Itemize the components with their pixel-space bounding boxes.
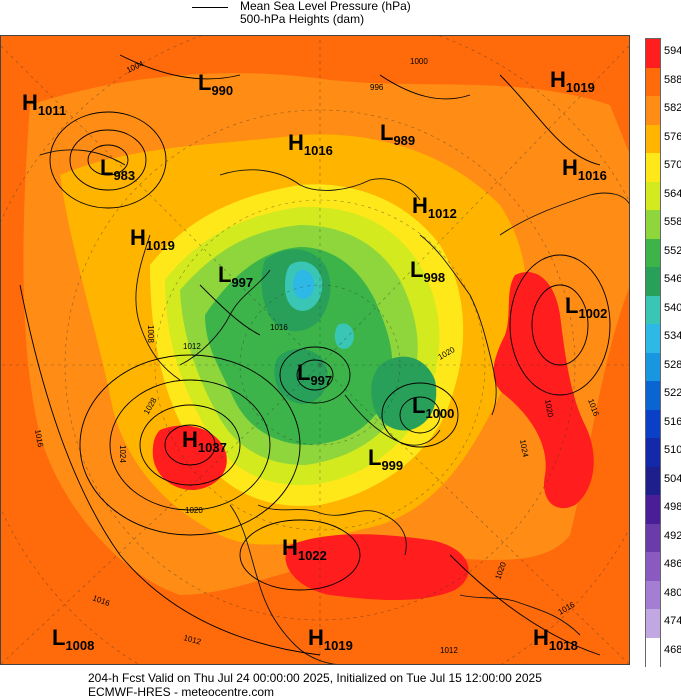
pressure-center: L999: [368, 445, 403, 473]
pressure-center: H1022: [282, 535, 327, 563]
colorbar-tick-label: 498: [664, 501, 681, 514]
colorbar-tick-label: 540: [664, 301, 681, 314]
pressure-center: H1037: [182, 427, 227, 455]
colorbar-swatch: [646, 153, 660, 182]
isobar-label: 1016: [270, 323, 288, 332]
isobar-label: 1024: [518, 439, 530, 459]
weather-map: 1004 1000 996 1008 1016 1016 1012 1028 1…: [0, 35, 630, 665]
colorbar-tick-label: 516: [664, 415, 681, 428]
colorbar-tick-label: 552: [664, 244, 681, 257]
pressure-center: H1018: [533, 625, 578, 653]
fill-540b: [334, 323, 354, 349]
isobar-label: 1008: [146, 325, 155, 343]
isobar-label: 1024: [118, 445, 127, 463]
model-source-text: ECMWF-HRES - meteocentre.com: [88, 685, 275, 699]
colorbar-tick-label: 480: [664, 586, 681, 599]
pressure-center: L989: [380, 120, 415, 148]
colorbar-swatch: [646, 181, 660, 211]
colorbar-swatch: [646, 552, 660, 581]
fill-594b: [285, 534, 469, 600]
pressure-center: L997: [297, 360, 332, 388]
colorbar-swatch: [646, 210, 660, 239]
isobars: [19, 54, 611, 656]
colorbar: [645, 38, 661, 667]
pressure-center: L1008: [52, 625, 94, 653]
isobar-label: 996: [370, 83, 384, 92]
colorbar-tick-label: 558: [664, 216, 681, 229]
colorbar-swatch: [646, 580, 660, 610]
colorbar-swatch: [646, 295, 660, 325]
pressure-center: L997: [218, 262, 253, 290]
fill-534: [293, 269, 315, 299]
pressure-center: L1000: [412, 393, 454, 421]
isobar-label: 1016: [33, 429, 45, 449]
pressure-center: H1016: [562, 155, 607, 183]
colorbar-swatch: [646, 609, 660, 638]
colorbar-swatch: [646, 39, 660, 68]
coastlines: [39, 149, 630, 665]
legend-heights-label: 500-hPa Heights (dam): [240, 12, 365, 26]
colorbar-swatch: [646, 466, 660, 496]
colorbar-swatch: [646, 67, 660, 97]
isobar-label: 1020: [185, 506, 203, 515]
colorbar-swatch: [646, 238, 660, 268]
pressure-center: L998: [410, 257, 445, 285]
colorbar-swatch: [646, 267, 660, 296]
colorbar-swatch: [646, 324, 660, 353]
colorbar-tick-label: 534: [664, 330, 681, 343]
colorbar-swatch: [646, 381, 660, 410]
colorbar-tick-label: 588: [664, 73, 681, 86]
isobar-label: 1012: [183, 342, 201, 351]
pressure-center: H1019: [550, 67, 595, 95]
colorbar-tick-label: 570: [664, 159, 681, 172]
colorbar-tick-label: 594: [664, 45, 681, 58]
colorbar-tick-label: 576: [664, 130, 681, 143]
colorbar-tick-label: 468: [664, 643, 681, 656]
pressure-center: H1019: [308, 625, 353, 653]
isobar-label: 1020: [543, 399, 555, 419]
colorbar-swatch: [646, 96, 660, 125]
pressure-center: L983: [100, 155, 135, 183]
colorbar-tick-label: 528: [664, 358, 681, 371]
height-fill-layers: [0, 35, 630, 665]
legend-line-swatch: [192, 7, 228, 8]
fill-594a: [493, 271, 594, 509]
pressure-center: H1019: [130, 225, 175, 253]
colorbar-swatch: [646, 523, 660, 553]
graticule: [0, 35, 630, 665]
colorbar-tick-label: 522: [664, 387, 681, 400]
pressure-center: L1002: [565, 293, 607, 321]
colorbar-tick-label: 504: [664, 472, 681, 485]
colorbar-swatch: [646, 438, 660, 467]
isobar-label: 1012: [440, 646, 458, 655]
fill-594c: [152, 425, 227, 491]
pressure-center: H1012: [412, 193, 457, 221]
colorbar-swatch: [646, 124, 660, 154]
forecast-valid-text: 204-h Fcst Valid on Thu Jul 24 00:00:00 …: [88, 671, 542, 685]
pressure-center: L990: [198, 70, 233, 98]
legend-mslp-label: Mean Sea Level Pressure (hPa): [240, 0, 411, 13]
pressure-center: H1016: [288, 130, 333, 158]
colorbar-swatch: [646, 352, 660, 382]
colorbar-swatch: [646, 495, 660, 524]
fill-546b: [371, 356, 437, 431]
colorbar-tick-label: 492: [664, 529, 681, 542]
isobar-label: 1000: [410, 57, 428, 66]
pressure-center: H1011: [22, 90, 66, 118]
colorbar-tick-label: 486: [664, 558, 681, 571]
colorbar-swatch: [646, 637, 660, 667]
map-legend: Mean Sea Level Pressure (hPa) 500-hPa He…: [190, 0, 490, 34]
colorbar-tick-label: 474: [664, 615, 681, 628]
colorbar-tick-label: 564: [664, 187, 681, 200]
colorbar-tick-label: 546: [664, 273, 681, 286]
colorbar-swatch: [646, 409, 660, 439]
colorbar-tick-label: 582: [664, 102, 681, 115]
colorbar-tick-label: 510: [664, 444, 681, 457]
pressure-centers: H1011 L990 H1019 L983 H1016 L989 H1016 H…: [22, 67, 607, 653]
